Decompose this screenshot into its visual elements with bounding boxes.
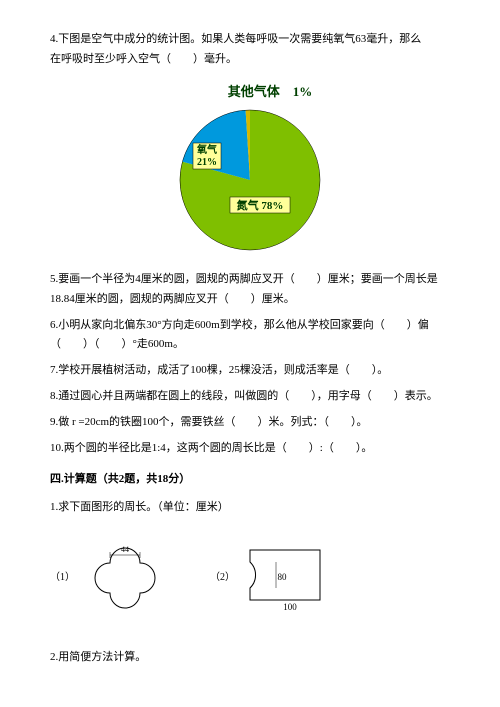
question-5: 5.要画一个半径为4厘米的圆，圆规的两脚应叉开（ ）厘米；要画一个周长是18.8… [50, 270, 450, 310]
pie-chart-container: 其他气体 1% 氧气 21% 氮气 78% [150, 80, 350, 255]
pie-chart: 氧气 21% 氮气 78% [175, 105, 325, 255]
q4-line2: 在呼吸时至少呼入空气（ ）毫升。 [50, 50, 450, 70]
shape-1-item: （1） 44 [50, 533, 170, 623]
shape-2-dim1: 80 [278, 572, 288, 582]
nitrogen-label: 氮气 78% [237, 198, 284, 212]
shape-2-item: （2） 80 100 [210, 540, 340, 615]
quatrefoil-path [95, 548, 155, 608]
question-8: 8.通过圆心并且两端都在圆上的线段，叫做圆的（ ），用字母（ ）表示。 [50, 387, 450, 407]
section-4-title: 四.计算题（共2题，共18分） [50, 470, 450, 490]
shape-1-svg: 44 [80, 533, 170, 623]
calc-problem-1: 1.求下面图形的周长。（单位：厘米） [50, 498, 450, 518]
oxygen-label: 氧气 [196, 143, 217, 156]
pie-svg: 氧气 21% 氮气 78% [175, 105, 325, 255]
shape-1-label: （1） [50, 569, 75, 587]
shape-2-svg: 80 100 [240, 540, 340, 615]
question-10: 10.两个圆的半径比是1:4，这两个圆的周长比是（ ）:（ ）。 [50, 439, 450, 459]
oxygen-percent: 21% [197, 157, 217, 168]
shape-2-dim2: 100 [283, 602, 297, 612]
pie-title: 其他气体 1% [190, 80, 350, 103]
question-6: 6.小明从家向北偏东30°方向走600m到学校，那么他从学校回家要向（ ）偏（ … [50, 316, 450, 356]
shape-2-label: （2） [210, 569, 235, 587]
question-7: 7.学校开展植树活动，成活了100棵，25棵没活，则成活率是（ ）。 [50, 361, 450, 381]
shape-1-dim: 44 [121, 545, 129, 554]
shapes-container: （1） 44 （2） 80 100 [50, 533, 450, 623]
q4-line1: 4.下图是空气中成分的统计图。如果人类每呼吸一次需要纯氧气63毫升，那么 [50, 30, 450, 50]
question-4: 4.下图是空气中成分的统计图。如果人类每呼吸一次需要纯氧气63毫升，那么 在呼吸… [50, 30, 450, 70]
calc-problem-2: 2.用简便方法计算。 [50, 648, 450, 668]
question-9: 9.做 r =20cm的铁圈100个，需要铁丝（ ）米。列式：（ ）。 [50, 413, 450, 433]
